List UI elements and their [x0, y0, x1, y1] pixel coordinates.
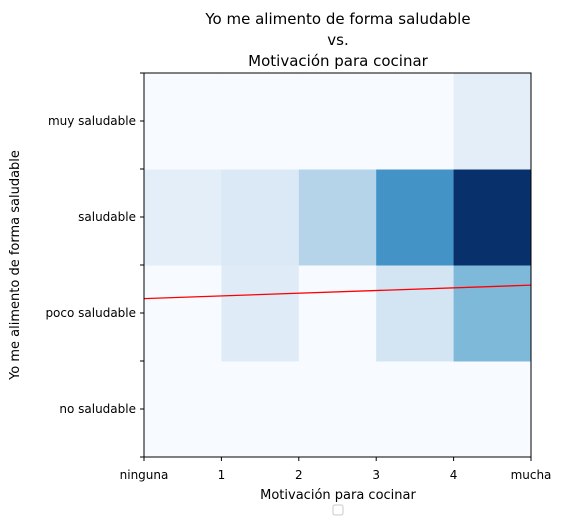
heatmap-cell [221, 73, 300, 170]
heatmap-cell [453, 361, 532, 458]
heatmap-cell [453, 73, 532, 170]
heatmap-cell [298, 169, 377, 266]
heatmap-cell [298, 361, 377, 458]
x-tick-label: mucha [511, 468, 552, 482]
x-tick-label: 2 [295, 468, 303, 482]
heatmap-cell [453, 169, 532, 266]
x-tick-label: 4 [450, 468, 458, 482]
heatmap-cell [376, 73, 455, 170]
chart-title-line-3: Motivación para cocinar [248, 52, 428, 70]
y-tick-label: poco saludable [45, 306, 136, 320]
x-axis-label: Motivación para cocinar [260, 488, 416, 503]
trend-line-group [143, 284, 532, 300]
heatmap-cell [298, 73, 377, 170]
y-tick-label: saludable [78, 210, 136, 224]
y-axis-ticks: no saludable poco saludable saludable muy s… [45, 72, 144, 458]
chart-title: Yo me alimento de forma saludable vs. Mo… [204, 10, 470, 70]
heatmap-cell [376, 169, 455, 266]
heatmap-cell [376, 361, 455, 458]
heatmap-cell [144, 361, 222, 458]
heatmap-cell [144, 265, 222, 362]
x-tick-label: 3 [372, 468, 380, 482]
x-axis-ticks: ninguna 1 2 3 4 mucha [120, 457, 552, 482]
trend-line [143, 284, 532, 300]
heatmap-cell [144, 169, 222, 266]
heatmap-cell [221, 169, 300, 266]
chart-title-line-1: Yo me alimento de forma saludable [204, 10, 470, 28]
heatmap-cell [221, 361, 300, 458]
heatmap-cell [144, 73, 222, 170]
heatmap-cell [453, 265, 532, 362]
y-axis-label: Yo me alimento de forma saludable [8, 150, 23, 381]
x-tick-label: 1 [218, 468, 226, 482]
heatmap-cells [144, 73, 532, 458]
x-tick-label: ninguna [120, 468, 169, 482]
y-tick-label: muy saludable [48, 114, 136, 128]
heatmap-cell [221, 265, 300, 362]
y-tick-label: no saludable [59, 402, 136, 416]
legend-placeholder-icon [332, 504, 344, 516]
chart-title-line-2: vs. [327, 31, 348, 49]
heatmap-cell [298, 265, 377, 362]
heatmap-cell [376, 265, 455, 362]
